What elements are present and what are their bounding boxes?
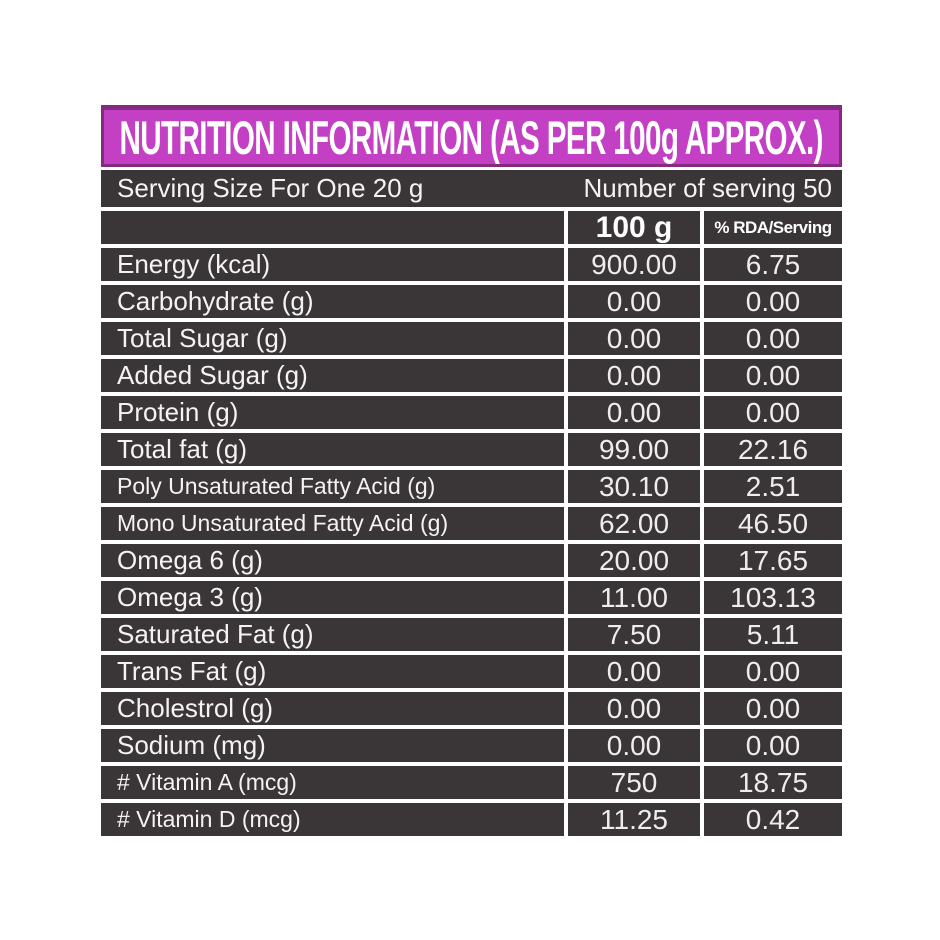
serving-row: Serving Size For One 20 g Number of serv… — [101, 170, 842, 207]
table-row: Sodium (mg) 0.00 0.00 — [101, 729, 842, 762]
page-title: NUTRITION INFORMATION (AS PER 100g APPRO… — [119, 110, 824, 164]
rda-value: 0.00 — [704, 729, 842, 762]
table-row: Omega 3 (g) 11.00 103.13 — [101, 581, 842, 614]
amount-value: 62.00 — [568, 507, 700, 540]
nutrient-label: Omega 6 (g) — [101, 544, 564, 577]
rda-value: 46.50 — [704, 507, 842, 540]
rda-value: 0.00 — [704, 692, 842, 725]
amount-value: 0.00 — [568, 729, 700, 762]
nutrient-label: Energy (kcal) — [101, 248, 564, 281]
rda-value: 2.51 — [704, 470, 842, 503]
nutrient-label: Cholestrol (g) — [101, 692, 564, 725]
serving-count-label: Number of serving 50 — [583, 173, 832, 203]
nutrient-label: Saturated Fat (g) — [101, 618, 564, 651]
table-row: Total Sugar (g) 0.00 0.00 — [101, 322, 842, 355]
title-bar: NUTRITION INFORMATION (AS PER 100g APPRO… — [101, 105, 842, 167]
rda-value: 6.75 — [704, 248, 842, 281]
amount-value: 900.00 — [568, 248, 700, 281]
empty-header-cell — [101, 211, 564, 244]
amount-value: 750 — [568, 766, 700, 799]
amount-value: 7.50 — [568, 618, 700, 651]
amount-value: 30.10 — [568, 470, 700, 503]
table-row: # Vitamin D (mcg) 11.25 0.42 — [101, 803, 842, 836]
table-row: Omega 6 (g) 20.00 17.65 — [101, 544, 842, 577]
rda-value: 0.00 — [704, 359, 842, 392]
rda-value: 17.65 — [704, 544, 842, 577]
amount-value: 0.00 — [568, 692, 700, 725]
amount-value: 0.00 — [568, 396, 700, 429]
nutrient-label: Carbohydrate (g) — [101, 285, 564, 318]
table-row: Poly Unsaturated Fatty Acid (g) 30.10 2.… — [101, 470, 842, 503]
table-row: Added Sugar (g) 0.00 0.00 — [101, 359, 842, 392]
column-header-rda: % RDA/Serving — [704, 211, 842, 244]
table-row: Total fat (g) 99.00 22.16 — [101, 433, 842, 466]
amount-value: 11.00 — [568, 581, 700, 614]
table-row: Trans Fat (g) 0.00 0.00 — [101, 655, 842, 688]
nutrient-label: Total Sugar (g) — [101, 322, 564, 355]
serving-size-label: Serving Size For One 20 g — [117, 173, 424, 203]
rda-value: 0.42 — [704, 803, 842, 836]
column-header-row: 100 g % RDA/Serving — [101, 211, 842, 244]
nutrient-label: Omega 3 (g) — [101, 581, 564, 614]
amount-value: 0.00 — [568, 322, 700, 355]
table-row: Mono Unsaturated Fatty Acid (g) 62.00 46… — [101, 507, 842, 540]
nutrient-label: Mono Unsaturated Fatty Acid (g) — [101, 507, 564, 540]
rda-value: 0.00 — [704, 285, 842, 318]
nutrient-label: Poly Unsaturated Fatty Acid (g) — [101, 470, 564, 503]
table-row: # Vitamin A (mcg) 750 18.75 — [101, 766, 842, 799]
table-row: Carbohydrate (g) 0.00 0.00 — [101, 285, 842, 318]
nutrient-label: Trans Fat (g) — [101, 655, 564, 688]
nutrient-label: Total fat (g) — [101, 433, 564, 466]
nutrient-label: Sodium (mg) — [101, 729, 564, 762]
amount-value: 0.00 — [568, 359, 700, 392]
rda-value: 5.11 — [704, 618, 842, 651]
table-row: Energy (kcal) 900.00 6.75 — [101, 248, 842, 281]
rda-value: 0.00 — [704, 322, 842, 355]
amount-value: 99.00 — [568, 433, 700, 466]
amount-value: 11.25 — [568, 803, 700, 836]
rda-value: 0.00 — [704, 655, 842, 688]
amount-value: 0.00 — [568, 285, 700, 318]
nutrient-label: Added Sugar (g) — [101, 359, 564, 392]
table-row: Cholestrol (g) 0.00 0.00 — [101, 692, 842, 725]
rda-value: 22.16 — [704, 433, 842, 466]
nutrient-label: Protein (g) — [101, 396, 564, 429]
rda-value: 103.13 — [704, 581, 842, 614]
nutrition-table: Serving Size For One 20 g Number of serv… — [101, 170, 842, 840]
table-row: Saturated Fat (g) 7.50 5.11 — [101, 618, 842, 651]
column-header-amount: 100 g — [568, 211, 700, 244]
amount-value: 20.00 — [568, 544, 700, 577]
nutrient-label: # Vitamin A (mcg) — [101, 766, 564, 799]
table-row: Protein (g) 0.00 0.00 — [101, 396, 842, 429]
nutrient-label: # Vitamin D (mcg) — [101, 803, 564, 836]
rda-value: 18.75 — [704, 766, 842, 799]
amount-value: 0.00 — [568, 655, 700, 688]
rda-value: 0.00 — [704, 396, 842, 429]
